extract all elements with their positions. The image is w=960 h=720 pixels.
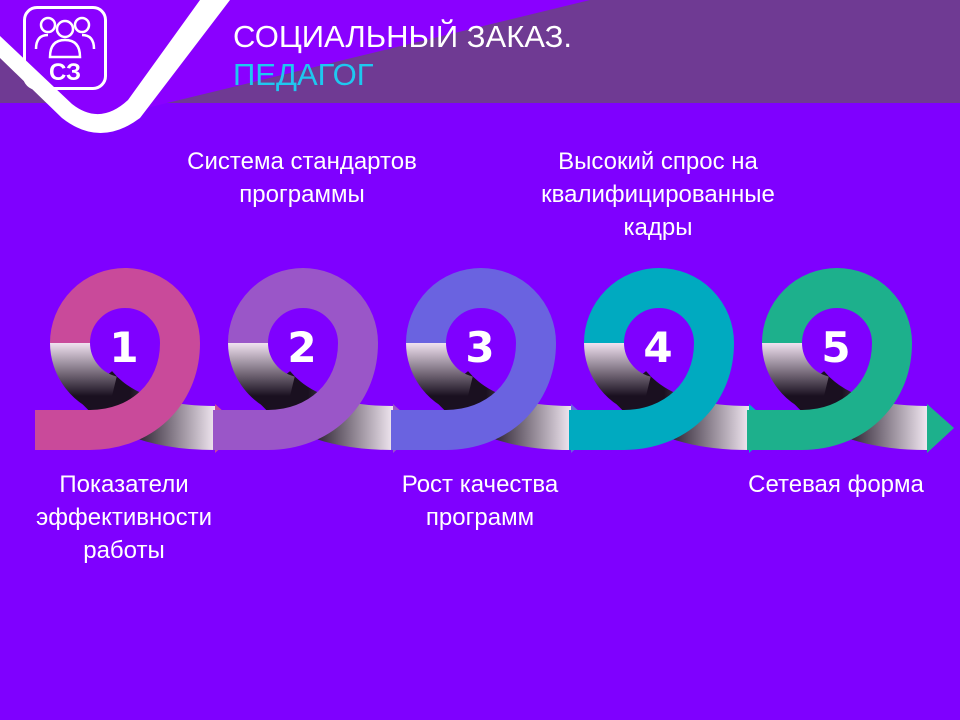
step-number: 4 <box>643 323 672 372</box>
step-number: 1 <box>109 323 138 372</box>
step-loop-4: 4 <box>569 268 776 453</box>
step-number: 3 <box>465 323 494 372</box>
people-group-icon <box>34 16 96 59</box>
loop-arc-shade <box>762 341 830 416</box>
header-swoosh <box>0 0 590 133</box>
step-number: 5 <box>821 323 850 372</box>
step-label-1: Показатели эффективности работы <box>35 471 212 564</box>
page-subtitle: ПЕДАГОГ <box>233 57 374 92</box>
page-title: СОЦИАЛЬНЫЙ ЗАКАЗ. <box>233 19 572 54</box>
loop-band <box>391 268 557 450</box>
loop-arc-shade <box>584 341 652 416</box>
loop-band <box>213 268 379 450</box>
loop-arc-shade <box>406 341 474 416</box>
step-loop-1: 1 <box>35 268 242 453</box>
logo: СЗ <box>23 6 107 90</box>
step-label-4: Высокий спрос на квалифицированные кадры <box>541 148 775 241</box>
step-loop-2: 2 <box>213 268 420 453</box>
step-label-3: Рост качества программ <box>401 471 559 531</box>
loop-band <box>35 268 201 450</box>
step-label-5: Сетевая форма <box>748 471 924 498</box>
step-loop-5: 5 <box>747 268 954 453</box>
loop-band <box>569 268 735 450</box>
step-label-2: Система стандартов программы <box>187 148 417 208</box>
logo-text: СЗ <box>48 59 82 86</box>
step-loop-3: 3 <box>391 268 598 453</box>
step-number: 2 <box>287 323 316 372</box>
loop-band <box>747 268 913 450</box>
loop-arc-shade <box>50 341 118 416</box>
loop-arc-shade <box>228 341 296 416</box>
arrow-head <box>927 404 954 453</box>
